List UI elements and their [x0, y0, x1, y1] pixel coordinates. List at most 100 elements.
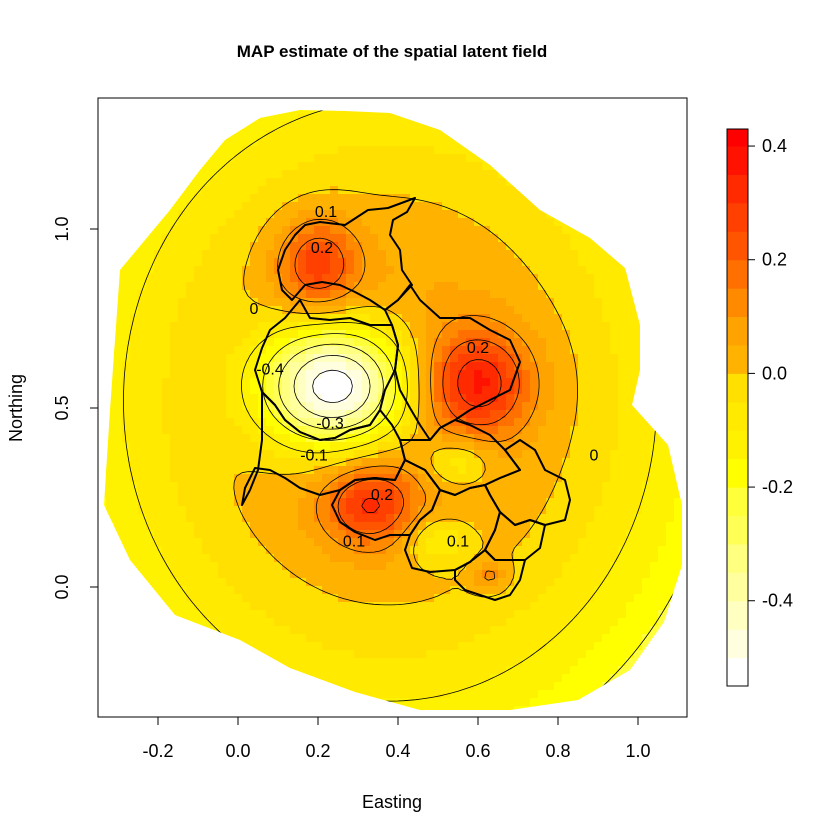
field-cell: [250, 242, 259, 251]
field-cell: [618, 250, 627, 259]
field-cell: [418, 314, 427, 323]
field-cell: [458, 522, 467, 531]
field-cell: [170, 418, 179, 427]
field-cell: [674, 522, 682, 531]
field-cell: [434, 242, 443, 251]
field-cell: [602, 610, 611, 619]
field-cell: [242, 410, 251, 419]
field-cell: [194, 498, 203, 507]
field-cell: [266, 482, 275, 491]
field-cell: [450, 210, 459, 219]
field-cell: [546, 274, 555, 283]
field-cell: [202, 514, 211, 523]
field-cell: [354, 170, 363, 179]
field-cell: [258, 362, 267, 371]
field-cell: [386, 338, 395, 347]
field-cell: [634, 618, 643, 627]
field-cell: [490, 610, 499, 619]
field-cell: [562, 282, 571, 291]
field-cell: [418, 386, 427, 395]
field-cell: [202, 138, 211, 147]
field-cell: [666, 110, 675, 115]
field-cell: [546, 130, 555, 139]
field-cell: [138, 546, 147, 555]
field-cell: [554, 154, 563, 163]
field-cell: [562, 458, 571, 467]
field-cell: [594, 450, 603, 459]
field-cell: [602, 562, 611, 571]
field-cell: [458, 194, 467, 203]
field-cell: [362, 458, 371, 467]
field-cell: [466, 130, 475, 139]
field-cell: [354, 178, 363, 187]
field-cell: [306, 154, 315, 163]
field-cell: [290, 98, 299, 107]
field-cell: [114, 266, 123, 275]
field-cell: [114, 402, 123, 411]
field-cell: [458, 554, 467, 563]
field-cell: [666, 186, 675, 195]
field-cell: [586, 426, 595, 435]
field-cell: [362, 378, 371, 387]
field-cell: [490, 466, 499, 475]
field-cell: [498, 618, 507, 627]
field-cell: [306, 402, 315, 411]
field-cell: [626, 530, 635, 539]
field-cell: [546, 466, 555, 475]
field-cell: [202, 98, 211, 107]
field-cell: [162, 626, 171, 635]
field-cell: [234, 346, 243, 355]
field-cell: [338, 434, 347, 443]
field-cell: [346, 338, 355, 347]
field-cell: [498, 378, 507, 387]
field-cell: [186, 554, 195, 563]
field-cell: [122, 154, 131, 163]
field-cell: [258, 210, 267, 219]
field-cell: [538, 202, 547, 211]
field-cell: [682, 178, 691, 187]
field-cell: [474, 610, 483, 619]
field-cell: [330, 378, 339, 387]
field-cell: [666, 114, 675, 123]
field-cell: [650, 410, 659, 419]
field-cell: [610, 114, 619, 123]
field-cell: [218, 178, 227, 187]
field-cell: [458, 250, 467, 259]
field-cell: [538, 114, 547, 123]
field-cell: [482, 138, 491, 147]
field-cell: [226, 410, 235, 419]
field-cell: [250, 162, 259, 171]
field-cell: [474, 258, 483, 267]
field-cell: [602, 378, 611, 387]
field-cell: [642, 346, 651, 355]
field-cell: [274, 162, 283, 171]
field-cell: [410, 226, 419, 235]
field-cell: [482, 330, 491, 339]
field-cell: [338, 154, 347, 163]
field-cell: [322, 226, 331, 235]
field-cell: [418, 586, 427, 595]
field-cell: [674, 226, 682, 235]
field-cell: [138, 506, 147, 515]
field-cell: [602, 210, 611, 219]
field-cell: [114, 546, 123, 555]
field-cell: [394, 498, 403, 507]
field-cell: [210, 354, 219, 363]
field-cell: [674, 402, 682, 411]
field-cell: [402, 258, 411, 267]
field-cell: [490, 154, 499, 163]
field-cell: [418, 570, 427, 579]
field-cell: [306, 338, 315, 347]
field-cell: [266, 362, 275, 371]
field-cell: [250, 426, 259, 435]
field-cell: [178, 258, 187, 267]
field-cell: [402, 218, 411, 227]
field-cell: [370, 602, 379, 611]
field-cell: [586, 386, 595, 395]
field-cell: [570, 546, 579, 555]
field-cell: [242, 218, 251, 227]
field-cell: [338, 146, 347, 155]
field-cell: [370, 186, 379, 195]
field-cell: [370, 386, 379, 395]
field-cell: [186, 538, 195, 547]
